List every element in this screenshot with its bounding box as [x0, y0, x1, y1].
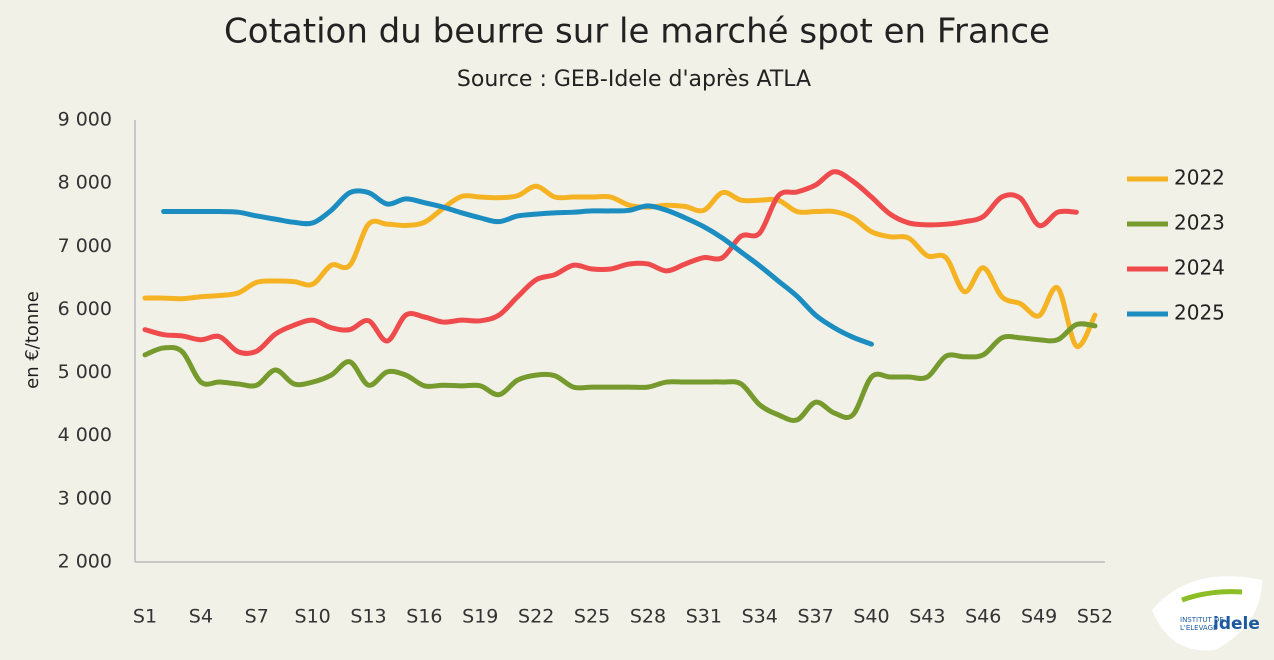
series-line	[142, 183, 1098, 349]
y-tick-label: 4 000	[58, 424, 112, 446]
y-tick-label: 5 000	[58, 361, 112, 383]
x-tick-label: S16	[406, 606, 442, 628]
chart-subtitle: Source : GEB-Idele d'après ATLA	[457, 67, 811, 92]
y-tick-label: 8 000	[58, 172, 112, 194]
x-tick-label: S13	[350, 606, 386, 628]
legend-label: 2024	[1174, 256, 1225, 280]
x-tick-label: S31	[686, 606, 722, 628]
x-tick-label: S1	[133, 606, 157, 628]
x-tick-label: S28	[630, 606, 666, 628]
logo-swoosh	[1181, 589, 1243, 603]
y-tick-label: 2 000	[58, 551, 112, 573]
logo-text: INSTITUT DE	[1180, 616, 1224, 624]
logo: INSTITUT DE L'ELEVAGE idele	[1152, 576, 1262, 651]
legend-label: 2022	[1174, 166, 1225, 190]
y-tick-label: 7 000	[58, 235, 112, 257]
y-axis-title: en €/tonne	[22, 291, 43, 389]
y-tick-label: 9 000	[58, 109, 112, 131]
x-tick-label: S43	[909, 606, 945, 628]
x-tick-label: S7	[245, 606, 269, 628]
logo-badge	[1152, 576, 1262, 651]
x-tick-label: S34	[742, 606, 778, 628]
x-tick-label: S52	[1077, 606, 1113, 628]
x-tick-label: S19	[462, 606, 498, 628]
logo-text: L'ELEVAGE	[1180, 624, 1217, 632]
logo-brand: idele	[1213, 614, 1260, 634]
x-tick-label: S4	[189, 606, 213, 628]
x-tick-label: S46	[965, 606, 1001, 628]
x-tick-label: S40	[853, 606, 889, 628]
y-tick-label: 3 000	[58, 487, 112, 509]
legend-label: 2025	[1174, 301, 1225, 325]
x-tick-label: S49	[1021, 606, 1057, 628]
legend-label: 2023	[1174, 211, 1225, 235]
x-tick-label: S10	[295, 606, 331, 628]
series-line	[142, 321, 1098, 423]
chart-title: Cotation du beurre sur le marché spot en…	[224, 12, 1050, 52]
x-tick-label: S37	[797, 606, 833, 628]
y-tick-label: 6 000	[58, 298, 112, 320]
x-tick-label: S25	[574, 606, 610, 628]
series-line	[161, 188, 874, 347]
x-tick-label: S22	[518, 606, 554, 628]
series-line	[142, 169, 1079, 356]
